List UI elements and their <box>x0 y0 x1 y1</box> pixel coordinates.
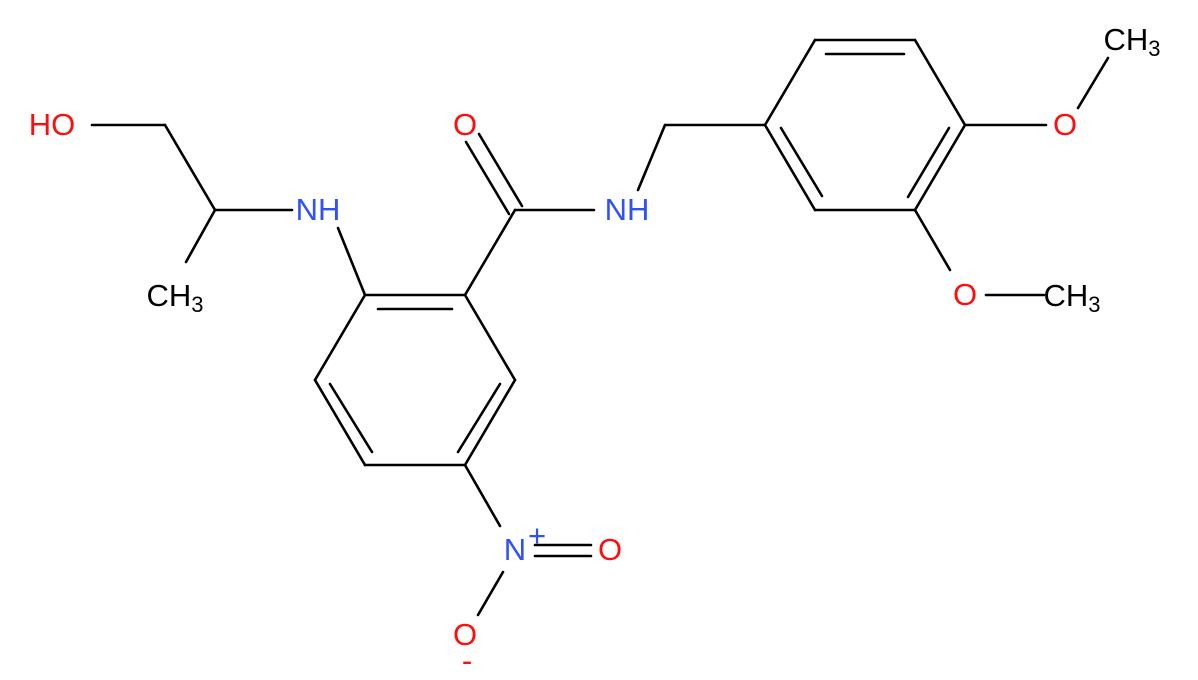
subscript: 3 <box>191 292 203 317</box>
atom-label: O <box>598 532 622 567</box>
atom-label: O <box>453 617 477 652</box>
bonds <box>90 38 1110 617</box>
atom-symbol: O <box>598 532 622 567</box>
atom-label: O <box>953 277 977 312</box>
atom-label: O <box>453 107 477 142</box>
atom-label: N <box>504 532 526 567</box>
atom-label: O <box>1053 107 1077 142</box>
atom-label: HO <box>29 107 76 142</box>
atom-symbol: N <box>504 532 526 567</box>
atom-symbol: O <box>1053 107 1077 142</box>
atom-symbol: NH <box>296 192 341 227</box>
atom-symbol: O <box>953 277 977 312</box>
atom-label: NH <box>605 192 650 227</box>
atom-symbol: O <box>453 617 477 652</box>
atom-symbol: O <box>453 107 477 142</box>
atom-symbol: NH <box>605 192 650 227</box>
atom-symbol: CH <box>1043 278 1088 313</box>
subscript: 3 <box>1148 36 1160 61</box>
atom-symbol: CH <box>146 278 191 313</box>
atom-symbol: HO <box>29 107 76 142</box>
atom-label: CH3 <box>146 278 203 317</box>
atom-label: NH <box>296 192 341 227</box>
charge: + <box>528 518 546 553</box>
atom-symbol: CH <box>1103 22 1148 57</box>
atom-label: CH3 <box>1103 22 1160 61</box>
charge: - <box>462 643 472 678</box>
atom-label: CH3 <box>1043 278 1100 317</box>
subscript: 3 <box>1088 292 1100 317</box>
